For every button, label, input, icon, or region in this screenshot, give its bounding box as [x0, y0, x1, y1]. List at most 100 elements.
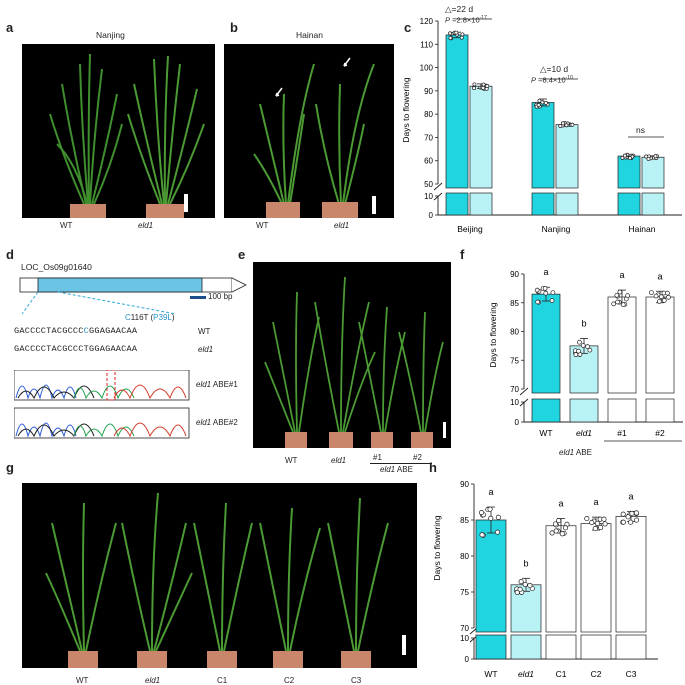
bar-WT	[475, 519, 507, 633]
x-tick-label: WT	[539, 428, 552, 438]
axis-break-mark	[519, 387, 529, 396]
x-tick-label: Hainan	[629, 224, 656, 234]
y-tick-label: 90	[460, 480, 469, 489]
data-point	[628, 519, 634, 525]
panel-label-e: e	[238, 247, 246, 262]
panel-label-g: g	[6, 460, 14, 475]
photo-e-abe-line	[370, 463, 432, 464]
pot-wt	[266, 202, 300, 218]
y-tick-label: 60	[424, 157, 433, 166]
significance-letter: a	[593, 497, 598, 507]
data-point	[594, 520, 600, 526]
photo-g-name-eld1: eld1	[145, 676, 161, 685]
data-point	[472, 82, 477, 87]
data-point	[589, 519, 595, 526]
mutation-label: C116T (P39L)	[125, 313, 175, 322]
bar-C1	[545, 525, 577, 633]
y-tick-label: 10	[424, 192, 433, 201]
arrow-wt	[275, 87, 283, 97]
plant-photo-g	[22, 483, 417, 668]
data-point	[570, 122, 575, 127]
y-tick-label: 10	[510, 398, 519, 407]
panel-label-d: d	[6, 247, 14, 262]
data-point	[535, 299, 541, 305]
pot-wt	[68, 651, 98, 668]
data-point	[460, 32, 465, 37]
pot-eld1	[322, 202, 358, 218]
y-tick-label: 50	[424, 180, 433, 189]
photo-e-name-abe1: #1	[373, 453, 382, 462]
chart-c: Days to flowering 50 60 70 80 90 100 110 120 0 10…	[401, 17, 682, 234]
y-tick-label: 0	[515, 418, 520, 427]
x-tick-label: WT	[484, 669, 497, 679]
bar-lower-#2	[645, 398, 675, 423]
data-point	[666, 294, 671, 300]
pot-eld1	[329, 432, 353, 448]
chart-c-p-symbol-2: P	[531, 75, 537, 85]
data-point	[615, 299, 620, 305]
data-point	[564, 123, 569, 128]
x-tick-label: Beijing	[457, 224, 483, 234]
significance-letter: a	[628, 491, 633, 501]
chart-c-delta-2: △=10 d	[540, 64, 568, 75]
y-tick-label: 80	[510, 328, 519, 337]
chart-h: Days to flowering 70 75 80 85 90 0 10 a WT b eld1 a…	[432, 480, 658, 679]
data-point	[517, 586, 523, 592]
data-point	[598, 524, 604, 531]
significance-letter: a	[657, 271, 662, 281]
scale-bar	[184, 194, 188, 212]
sequence-mut-label: eld1	[198, 345, 214, 354]
y-tick-label: 0	[465, 655, 470, 664]
significance-letter: a	[543, 267, 548, 277]
plant-photo-e-drawing	[253, 262, 451, 448]
y-tick-label: 70	[424, 133, 433, 142]
panel-label-a: a	[6, 20, 14, 35]
chromatogram-2-label-suffix: ABE#2	[211, 418, 238, 427]
mutation-p: P39L	[153, 313, 172, 322]
y-tick-label: 0	[429, 211, 434, 220]
panel-label-b: b	[230, 20, 238, 35]
y-tick-label: 80	[424, 110, 433, 119]
y-tick-label: 80	[460, 552, 469, 561]
bar-Nanjing	[531, 102, 555, 189]
significance-letter: a	[619, 270, 624, 280]
x-tick-label: C3	[626, 669, 637, 679]
data-point	[550, 290, 556, 296]
photo-g-name-wt: WT	[76, 676, 89, 685]
data-point	[658, 294, 664, 300]
chromatogram-1-label-suffix: ABE#1	[211, 380, 238, 389]
chart-h-ylabel: Days to flowering	[432, 515, 442, 580]
delta-icon: △	[445, 4, 452, 14]
data-point	[646, 156, 651, 161]
gene-direction-arrow	[231, 277, 247, 293]
bar-lower-eld1	[510, 634, 542, 660]
data-point	[661, 298, 667, 303]
bar-C3	[615, 516, 647, 633]
y-tick-label: 75	[460, 588, 469, 597]
chart-c-p-symbol-1: P	[445, 15, 451, 25]
data-point	[542, 286, 548, 291]
chart-c-pvalue-2-text: =8.4×10	[538, 75, 566, 85]
y-tick-label: 100	[420, 64, 434, 73]
pot-abe1	[371, 432, 393, 448]
bar-lower-Nanjing	[531, 192, 555, 216]
data-point	[459, 35, 464, 40]
data-point	[485, 83, 490, 88]
data-point	[611, 301, 617, 307]
significance-letter: b	[581, 318, 586, 328]
x-tick-label: #2	[655, 428, 665, 438]
zoom-line-right	[57, 291, 177, 315]
x-tick-label: eld1	[518, 669, 534, 679]
plant-abe1	[358, 306, 406, 433]
plant-eld1	[121, 492, 193, 652]
significance-letter: b	[523, 558, 528, 568]
data-point	[653, 154, 658, 159]
chart-c-ylabel: Days to flowering	[401, 77, 411, 142]
chart-c-delta-2-text: =10 d	[546, 64, 569, 74]
y-tick-label: 85	[460, 516, 469, 525]
x-tick-label: Nanjing	[542, 224, 571, 234]
data-point	[623, 296, 629, 302]
bar-lower-WT	[475, 634, 507, 660]
data-point	[620, 519, 626, 525]
chromatogram-1-label-line: eld1	[196, 380, 212, 389]
